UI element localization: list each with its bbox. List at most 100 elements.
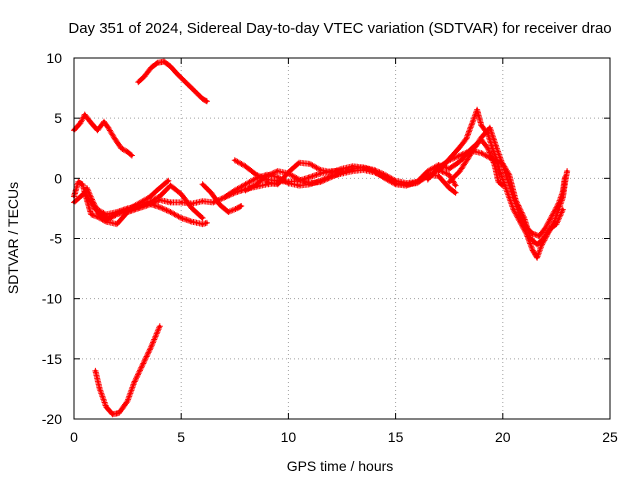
data-point [201, 199, 205, 203]
data-points [71, 58, 571, 418]
data-point [93, 369, 97, 373]
data-point [319, 180, 323, 184]
data-point [522, 216, 526, 220]
y-tick-label: 10 [46, 50, 62, 66]
data-point [233, 158, 237, 162]
data-point [111, 412, 115, 416]
data-point [147, 196, 151, 200]
x-axis-label: GPS time / hours [287, 458, 394, 474]
data-point [96, 215, 100, 219]
data-point [447, 180, 451, 184]
data-point [458, 159, 462, 163]
data-point [233, 188, 237, 192]
data-point [190, 206, 194, 210]
data-point [447, 186, 451, 190]
data-point [394, 182, 398, 186]
data-point [479, 151, 483, 155]
data-point [507, 196, 511, 200]
data-point [548, 227, 552, 231]
data-point [454, 184, 458, 188]
data-point [89, 121, 93, 125]
data-point [205, 99, 209, 103]
data-point [192, 88, 196, 92]
data-point [179, 192, 183, 196]
y-tick-label: -10 [42, 291, 62, 307]
data-point [308, 181, 312, 185]
data-point [205, 221, 209, 225]
y-tick-label: -15 [42, 351, 62, 367]
data-point [464, 137, 468, 141]
data-point [276, 175, 280, 179]
y-axis-label: SDTVAR / TECUs [5, 182, 21, 294]
data-point [447, 173, 451, 177]
data-point [308, 162, 312, 166]
data-point [479, 123, 483, 127]
data-point [244, 188, 248, 192]
data-point [158, 186, 162, 190]
data-point [190, 220, 194, 224]
data-point [535, 256, 539, 260]
chart-title: Day 351 of 2024, Sidereal Day-to-day VTE… [68, 20, 611, 37]
data-point [535, 243, 539, 247]
data-point [126, 208, 130, 212]
data-point [113, 137, 117, 141]
data-point [557, 202, 561, 206]
data-point [276, 182, 280, 186]
plot-frame [73, 57, 611, 420]
data-point [488, 126, 492, 130]
data-point [276, 169, 280, 173]
data-point [561, 208, 565, 212]
data-point [486, 146, 490, 150]
data-point [565, 169, 569, 173]
data-marker-trail [424, 147, 566, 248]
data-point [141, 363, 145, 367]
data-point [102, 120, 106, 124]
data-point [503, 184, 507, 188]
data-point [147, 202, 151, 206]
data-point [297, 161, 301, 165]
data-point [175, 72, 179, 76]
data-point [394, 179, 398, 183]
data-point [286, 170, 290, 174]
data-point [254, 173, 258, 177]
data-point [98, 387, 102, 391]
data-point [286, 181, 290, 185]
series-arc-2 [135, 58, 210, 105]
data-point [201, 222, 205, 226]
data-point [117, 411, 121, 415]
data-point [340, 170, 344, 174]
data-point [529, 237, 533, 240]
x-tick-label: 5 [177, 429, 185, 445]
data-point [319, 172, 323, 176]
data-point [168, 184, 172, 188]
data-point [156, 61, 160, 65]
data-point [490, 157, 494, 161]
data-point [179, 216, 183, 220]
data-point [554, 222, 558, 226]
data-point [531, 249, 535, 253]
data-point [436, 174, 440, 178]
data-point [226, 210, 230, 214]
data-point [447, 167, 451, 171]
data-point [447, 158, 451, 162]
data-point [130, 153, 134, 157]
data-point [209, 191, 213, 195]
data-point [239, 204, 243, 208]
data-point [149, 345, 153, 349]
x-tick-label: 15 [388, 429, 404, 445]
data-point [254, 176, 258, 180]
x-tick-label: 0 [70, 429, 78, 445]
data-point [115, 222, 119, 226]
data-point [372, 169, 376, 173]
data-point [132, 381, 136, 385]
data-point [499, 172, 503, 176]
data-point [507, 173, 511, 177]
data-point [158, 205, 162, 209]
data-point [119, 146, 123, 150]
data-point [168, 210, 172, 214]
data-point [106, 126, 110, 130]
data-point [158, 198, 162, 202]
data-point [158, 194, 162, 198]
series-arc-15 [424, 147, 566, 248]
